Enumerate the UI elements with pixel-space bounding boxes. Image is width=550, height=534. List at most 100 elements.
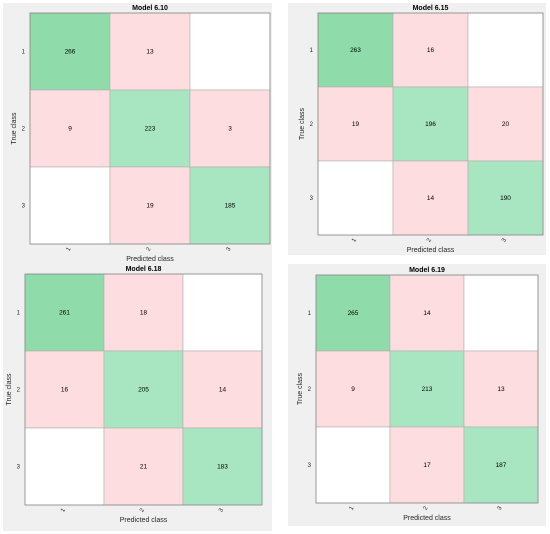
cell-value: 20 <box>502 121 510 128</box>
matrix-cell <box>109 166 191 245</box>
cell-value: 205 <box>138 387 149 394</box>
chart-title: Model 6.18 <box>126 266 162 273</box>
confusion-panel-2: Model 6.15 263 16 19 196 20 14 190 1 2 3 1 2 3 Predict… <box>288 3 546 255</box>
cell-value: 9 <box>68 126 72 133</box>
y-axis-label: True class <box>297 372 304 405</box>
x-axis-label: Predicted class <box>407 247 455 254</box>
matrix-cell <box>103 427 184 506</box>
chart-title: Model 6.10 <box>132 5 168 12</box>
cell-value: 3 <box>228 126 232 133</box>
x-axis-label: Predicted class <box>403 515 451 522</box>
x-tick-label: 3 <box>497 505 504 511</box>
y-axis-label: True class <box>11 112 18 145</box>
matrix-cell <box>463 350 539 428</box>
matrix-cell <box>315 350 391 428</box>
cell-value: 18 <box>140 310 148 317</box>
y-tick-label: 1 <box>22 50 26 56</box>
matrix-cell <box>317 160 394 236</box>
y-tick-label: 3 <box>17 465 21 471</box>
matrix-border <box>317 12 544 236</box>
confusion-panel-1: Model 6.10 266 13 9 223 3 19 185 1 2 3 1 2 3 Predicted… <box>3 3 272 265</box>
matrix-cell <box>467 12 544 88</box>
x-tick-label: 2 <box>146 246 153 252</box>
matrix-cell <box>29 89 111 168</box>
matrix-cell <box>392 160 469 236</box>
chart-title: Model 6.19 <box>409 267 445 274</box>
y-tick-label: 2 <box>17 388 21 394</box>
x-tick-label: 1 <box>349 505 356 511</box>
cell-value: 13 <box>497 386 505 393</box>
matrix-cell <box>467 86 544 162</box>
x-tick-label: 1 <box>351 237 358 243</box>
confusion-chart-1: Model 6.10 266 13 9 223 3 19 185 1 2 3 1 2 3 Predicted… <box>11 5 271 263</box>
matrix-cell <box>315 426 391 504</box>
matrix-cell <box>189 89 271 168</box>
x-tick-label: 1 <box>66 246 73 252</box>
confusion-chart-2: Model 6.15 263 16 19 196 20 14 190 1 2 3 1 2 3 Predict… <box>299 5 544 254</box>
cell-value: 263 <box>350 47 361 54</box>
confusion-chart-4: Model 6.19 265 14 9 213 13 17 187 1 2 3 1 2 3 Predicte… <box>297 267 539 522</box>
confusion-panel-4: Model 6.19 265 14 9 213 13 17 187 1 2 3 1 2 3 Predicte… <box>288 264 546 526</box>
x-tick-label: 1 <box>60 507 67 513</box>
x-tick-label: 3 <box>501 237 508 243</box>
cell-value: 265 <box>348 310 359 317</box>
cell-value: 223 <box>145 126 156 133</box>
matrix-cell <box>317 12 394 88</box>
y-tick-label: 3 <box>308 463 312 469</box>
matrix-cell <box>392 86 469 162</box>
matrix-cell <box>315 274 391 352</box>
matrix-cell <box>24 273 105 352</box>
y-tick-label: 2 <box>22 127 26 133</box>
cell-value: 14 <box>423 310 431 317</box>
matrix-border <box>29 12 271 245</box>
matrix-cell <box>103 350 184 429</box>
matrix-cell <box>467 160 544 236</box>
matrix-cell <box>182 273 263 352</box>
cell-value: 19 <box>146 203 154 210</box>
cell-value: 14 <box>219 387 227 394</box>
cell-value: 16 <box>61 387 69 394</box>
matrix-cell <box>189 12 271 91</box>
cell-value: 196 <box>425 121 436 128</box>
matrix-cell <box>182 350 263 429</box>
matrix-cell <box>103 273 184 352</box>
matrix-cell <box>109 89 191 168</box>
x-tick-label: 2 <box>139 507 146 513</box>
cell-value: 213 <box>422 386 433 393</box>
confusion-panel-3: Model 6.18 261 18 16 205 14 21 183 1 2 3 1 2 3 Predict… <box>3 265 272 531</box>
y-tick-label: 2 <box>308 387 312 393</box>
matrix-cell <box>463 426 539 504</box>
x-tick-label: 2 <box>423 505 430 511</box>
y-axis-label: True class <box>299 107 306 140</box>
y-tick-label: 1 <box>17 311 21 317</box>
y-tick-label: 1 <box>310 48 314 54</box>
cell-value: 187 <box>496 462 507 469</box>
cell-value: 17 <box>423 462 431 469</box>
cell-value: 13 <box>146 49 154 56</box>
x-tick-label: 3 <box>218 507 225 513</box>
cell-value: 9 <box>351 386 355 393</box>
cell-value: 21 <box>140 464 148 471</box>
cell-value: 266 <box>65 49 76 56</box>
matrix-cell <box>109 12 191 91</box>
matrix-cell <box>24 427 105 506</box>
x-axis-label: Predicted class <box>120 517 168 524</box>
x-axis-label: Predicted class <box>126 256 174 263</box>
y-tick-label: 2 <box>310 122 314 128</box>
matrix-cell <box>29 12 111 91</box>
matrix-border <box>24 273 263 506</box>
matrix-cell <box>389 426 465 504</box>
matrix-cell <box>29 166 111 245</box>
y-tick-label: 1 <box>308 311 312 317</box>
cell-value: 261 <box>59 310 70 317</box>
y-tick-label: 3 <box>310 196 314 202</box>
matrix-cell <box>463 274 539 352</box>
matrix-cell <box>389 350 465 428</box>
confusion-chart-3: Model 6.18 261 18 16 205 14 21 183 1 2 3 1 2 3 Predict… <box>6 266 263 524</box>
x-tick-label: 3 <box>226 246 233 252</box>
cell-value: 183 <box>217 464 228 471</box>
chart-title: Model 6.15 <box>413 5 449 12</box>
cell-value: 14 <box>427 195 435 202</box>
matrix-cell <box>182 427 263 506</box>
cell-value: 16 <box>427 47 435 54</box>
